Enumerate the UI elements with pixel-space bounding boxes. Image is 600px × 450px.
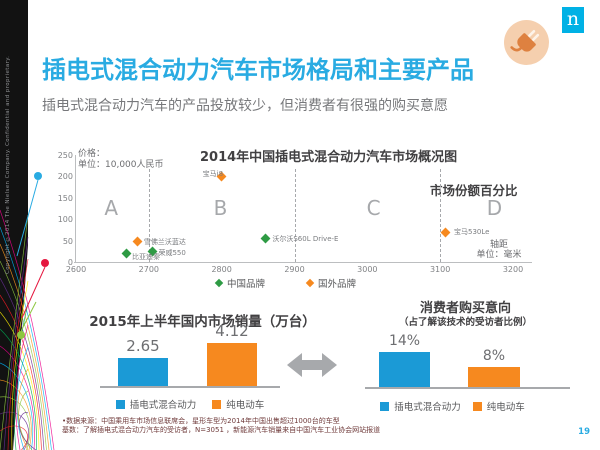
nielsen-logo: n	[562, 7, 584, 33]
legend-item: 插电式混合动力	[380, 399, 461, 413]
dashed-divider	[148, 169, 150, 262]
dashed-divider	[294, 169, 296, 262]
legend-swatch-square-icon	[380, 401, 390, 411]
bar-value-label: 2.65	[126, 337, 160, 356]
x-tick-label: 3100	[429, 265, 451, 274]
logo-letter: n	[566, 8, 580, 30]
legend-swatch-square-icon	[472, 401, 482, 411]
legend-label: 纯电动车	[486, 402, 525, 413]
scatter-title: 2014年中国插电式混合动力汽车市场概况图	[200, 150, 458, 165]
data-point-label: 宝马530Le	[453, 228, 490, 237]
data-point-label: 比亚迪秦	[131, 253, 160, 261]
blue-dot	[34, 172, 42, 180]
intent-legend: 插电式混合动力 纯电动车	[345, 399, 560, 413]
copyright-text: Copyright ©2014 The Nielsen Company. Con…	[5, 55, 11, 274]
data-point-diamond-icon	[260, 233, 271, 243]
quadrant-label: A	[104, 196, 119, 220]
legend-label: 国外品牌	[318, 279, 357, 290]
bar	[207, 342, 257, 386]
legend-label: 插电式混合动力	[129, 400, 197, 411]
data-point-diamond-icon	[122, 248, 132, 258]
x-axis-line	[74, 262, 532, 263]
legend-label: 中国品牌	[226, 279, 265, 290]
y-axis-label: 价格： 单位：10,000人民币	[78, 149, 164, 171]
legend-swatch-square-icon	[115, 399, 125, 409]
bar	[468, 367, 520, 387]
x-tick-label: 2700	[138, 265, 159, 274]
scatter-legend: 中国品牌 国外品牌	[46, 276, 526, 290]
legend-item: 纯电动车	[212, 397, 264, 411]
green-dot	[17, 331, 25, 339]
quadrant-label: D	[486, 196, 503, 220]
red-dot	[41, 259, 49, 267]
x-tick-label: 2600	[65, 265, 87, 274]
data-point-diamond-icon	[441, 227, 451, 237]
legend-swatch-square-icon	[212, 399, 222, 409]
scatter-chart: 2014年中国插电式混合动力汽车市场概况图 价格： 单位：10,000人民币 市…	[58, 138, 552, 306]
y-axis-label-line1: 价格：	[78, 149, 106, 159]
sales-bars: 2.65 4.12	[100, 320, 280, 388]
x-axis-label: 轴距 单位：毫米	[468, 240, 530, 260]
legend-swatch-diamond-icon	[305, 278, 315, 288]
sales-chart-title: 2015年上半年国内市场销量（万台）	[89, 314, 316, 330]
legend-item: 国外品牌	[305, 276, 357, 290]
quadrant-label: C	[366, 196, 381, 220]
page-number: 19	[578, 427, 590, 437]
data-point-diamond-icon	[132, 236, 143, 246]
data-point-label: 雪佛兰沃蓝达	[143, 238, 186, 247]
bar-value-label: 14%	[388, 333, 421, 349]
footnote-source: •数据来源：中国乘用车市场信息联席会，星形车型为2014年中国出售超过1000台…	[62, 417, 340, 425]
footnote-base: 基数：了解插电式混合动力汽车的受访者，N=3051 ，新能源汽车销量来自中国汽车…	[62, 426, 381, 434]
market-share-note: 市场份额百分比	[430, 183, 518, 198]
y-tick-label: 150	[57, 193, 73, 203]
x-tick-label: 3000	[357, 265, 378, 274]
data-point-label: 沃尔沃S60L Drive-E	[272, 235, 339, 244]
legend-swatch-diamond-icon	[214, 278, 224, 288]
decorative-mesh	[0, 0, 55, 450]
x-tick-label: 2900	[284, 265, 305, 274]
bar	[118, 358, 168, 386]
y-tick-label: 50	[62, 236, 73, 246]
data-point-label: 宝马i8	[202, 169, 224, 178]
x-tick-label: 3200	[502, 265, 524, 274]
legend-item: 中国品牌	[214, 276, 265, 290]
y-tick-label: 100	[57, 215, 73, 225]
data-point-label: 荣威550	[158, 249, 186, 258]
y-axis-label-line2: 单位：10,000人民币	[78, 160, 164, 170]
quadrant-label: B	[213, 196, 228, 220]
intent-chart-title: 消费者购买意向	[419, 301, 511, 316]
intent-bars: 14% 8%	[365, 333, 570, 389]
x-axis-label-line2: 单位：毫米	[476, 250, 522, 260]
scatter-plot-area: 250 200 150 100 50 0 2600 2700 2800 2900 3000 3100 3…	[58, 151, 523, 274]
y-tick-label: 200	[57, 172, 73, 182]
bar-value-label: 8%	[482, 348, 506, 364]
page-title: 插电式混合动力汽车市场格局和主要产品	[42, 56, 474, 84]
legend-label: 纯电动车	[226, 400, 265, 411]
double-arrow-icon	[287, 353, 337, 377]
sales-legend: 插电式混合动力 纯电动车	[80, 397, 300, 411]
x-axis-label-line1: 轴距	[489, 240, 508, 250]
intent-chart-subtitle: （占了解该技术的受访者比例）	[398, 317, 532, 328]
legend-label: 插电式混合动力	[394, 402, 461, 413]
y-tick-label: 250	[57, 151, 73, 160]
dashed-divider	[440, 169, 442, 262]
y-tick-label: 0	[67, 258, 73, 267]
legend-item: 纯电动车	[472, 399, 525, 413]
plug-icon	[504, 20, 549, 65]
page-subtitle: 插电式混合动力汽车的产品投放较少，但消费者有很强的购买意愿	[42, 98, 448, 114]
bar	[379, 352, 430, 387]
bar-value-label: 4.12	[215, 321, 249, 340]
x-tick-label: 2800	[211, 265, 232, 274]
legend-item: 插电式混合动力	[115, 397, 197, 411]
